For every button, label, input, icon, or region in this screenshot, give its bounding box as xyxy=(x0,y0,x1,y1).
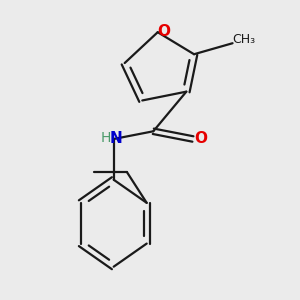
Text: H: H xyxy=(100,131,111,145)
Text: O: O xyxy=(157,24,170,39)
Text: N: N xyxy=(110,131,122,146)
Text: CH₃: CH₃ xyxy=(232,33,255,46)
Text: O: O xyxy=(195,131,208,146)
